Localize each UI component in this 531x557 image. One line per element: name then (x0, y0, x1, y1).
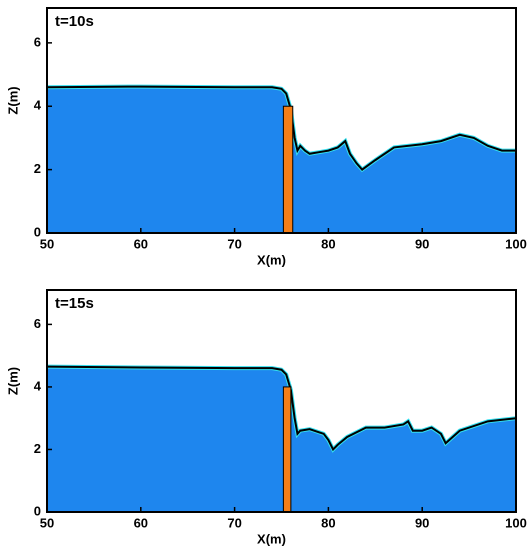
y-tick-label: 6 (34, 34, 41, 49)
y-tick-label: 6 (34, 316, 41, 331)
y-tick-label: 0 (34, 224, 41, 239)
y-axis-label: Z(m) (5, 86, 20, 114)
y-tick-label: 4 (34, 378, 42, 393)
panel-title: t=10s (55, 13, 94, 30)
x-axis-label: X(m) (257, 531, 286, 546)
x-tick-label: 70 (227, 515, 241, 530)
y-axis-label: Z(m) (5, 367, 20, 395)
x-tick-label: 80 (321, 236, 335, 251)
x-tick-label: 80 (321, 515, 335, 530)
water-area (47, 366, 516, 512)
y-tick-label: 4 (34, 98, 42, 113)
panel-title: t=15s (55, 295, 94, 312)
x-tick-label: 50 (40, 236, 54, 251)
y-tick-label: 2 (34, 161, 41, 176)
x-axis-label: X(m) (257, 252, 286, 267)
water-area (47, 86, 516, 233)
y-tick-label: 0 (34, 503, 41, 518)
x-tick-label: 70 (227, 236, 241, 251)
gate (282, 105, 294, 234)
free-surface (46, 365, 517, 452)
x-tick-label: 100 (505, 515, 527, 530)
plot-frame (46, 7, 517, 234)
y-tick-label: 2 (34, 441, 41, 456)
x-tick-label: 60 (134, 236, 148, 251)
x-tick-label: 100 (505, 236, 527, 251)
free-surface (46, 85, 516, 171)
gate (282, 386, 292, 513)
x-tick-label: 90 (415, 515, 429, 530)
x-tick-label: 60 (134, 515, 148, 530)
x-tick-label: 90 (415, 236, 429, 251)
x-tick-label: 50 (40, 515, 54, 530)
plot-frame (46, 289, 517, 513)
